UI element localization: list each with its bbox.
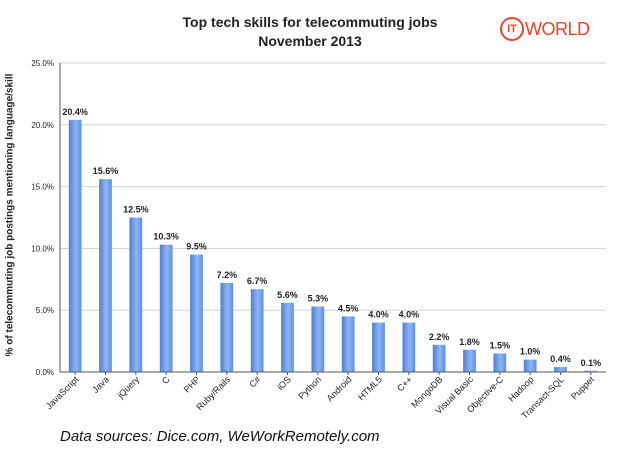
data-label: 5.6% — [277, 290, 298, 300]
x-tick-label: HTML5 — [356, 374, 384, 402]
data-label: 20.4% — [62, 107, 88, 117]
bar — [341, 316, 355, 372]
data-label: 6.7% — [247, 276, 268, 286]
x-tick-label: iOS — [275, 374, 293, 392]
bar — [190, 254, 203, 372]
bar — [372, 322, 385, 372]
x-tick-label: PHP — [182, 374, 202, 394]
x-tick-label: C++ — [395, 374, 414, 393]
x-tick-label: JavaScript — [44, 374, 81, 411]
data-label: 12.5% — [123, 205, 149, 215]
bar — [220, 283, 234, 372]
bar — [402, 322, 416, 372]
bar — [432, 344, 446, 372]
data-label: 9.5% — [186, 242, 207, 252]
data-label: 15.6% — [93, 166, 119, 176]
data-label: 1.0% — [520, 347, 541, 357]
itworld-logo: IT WORLD — [500, 16, 590, 42]
data-label: 1.8% — [459, 337, 480, 347]
logo-circle: IT — [500, 17, 524, 41]
y-tick-label: 5.0% — [36, 306, 54, 315]
x-tick-label: Android — [325, 374, 354, 403]
bar — [68, 119, 82, 372]
chart-title: Top tech skills for telecommuting jobs — [182, 14, 438, 30]
x-tick-label: Java — [90, 374, 111, 395]
y-tick-label: 20.0% — [31, 121, 54, 130]
x-tick-label: Python — [296, 374, 323, 401]
x-tick-label: jQuery — [115, 374, 142, 401]
bar — [159, 244, 173, 372]
data-label: 4.0% — [399, 310, 420, 320]
bar — [493, 353, 507, 372]
y-tick-label: 25.0% — [31, 59, 54, 68]
x-tick-label: C# — [247, 374, 262, 389]
y-tick-label: 10.0% — [31, 244, 54, 253]
bar — [463, 349, 476, 372]
data-label: 4.0% — [368, 310, 389, 320]
bar — [523, 359, 537, 372]
x-tick-label: C — [160, 374, 172, 386]
bar — [554, 367, 567, 372]
bar — [129, 217, 143, 372]
data-label: 0.4% — [550, 354, 571, 364]
data-source-note: Data sources: Dice.com, WeWorkRemotely.c… — [60, 428, 380, 445]
data-label: 2.2% — [429, 332, 450, 342]
bar — [99, 179, 112, 372]
data-label: 1.5% — [490, 340, 511, 350]
data-label: 0.1% — [581, 358, 602, 368]
data-label: 4.5% — [338, 303, 359, 313]
x-tick-label: Puppet — [569, 374, 597, 402]
logo-text: WORLD — [525, 18, 590, 39]
x-tick-label: Hadoop — [506, 374, 535, 403]
bar — [311, 306, 325, 372]
chart-subtitle: November 2013 — [258, 33, 362, 49]
bar — [250, 289, 264, 372]
bar — [584, 370, 598, 372]
bar — [281, 302, 294, 372]
data-label: 7.2% — [217, 270, 238, 280]
data-label: 5.3% — [308, 293, 329, 303]
data-label: 10.3% — [153, 232, 179, 242]
y-tick-label: 15.0% — [31, 183, 54, 192]
y-tick-label: 0.0% — [36, 368, 54, 377]
